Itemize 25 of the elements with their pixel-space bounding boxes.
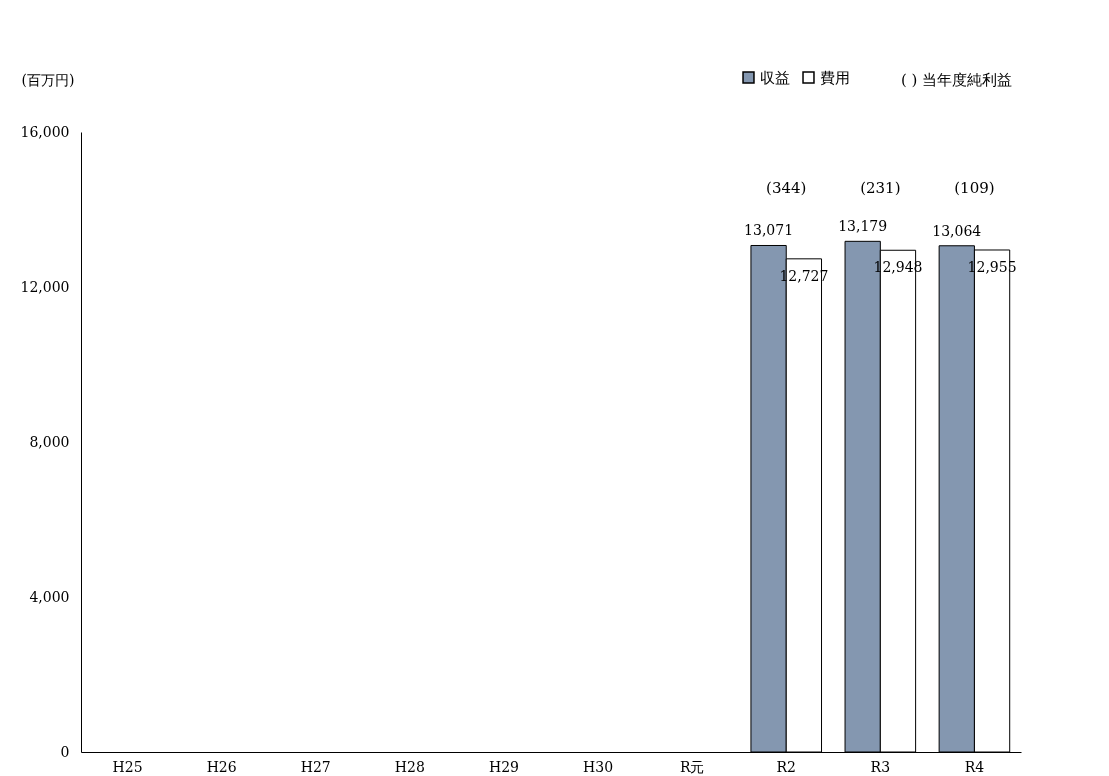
y-tick-label: 0 <box>60 743 70 760</box>
x-tick-label: H25 <box>112 758 143 775</box>
y-tick-label: 4,000 <box>29 588 70 605</box>
x-tick-label: H28 <box>394 758 425 775</box>
annotation: (109) <box>954 178 995 197</box>
annotation: (344) <box>766 178 807 197</box>
x-tick-label: R4 <box>964 758 985 775</box>
y-tick-label: 16,000 <box>20 123 70 140</box>
y-tick-label: 12,000 <box>20 278 70 295</box>
x-tick-label: H30 <box>583 758 614 775</box>
legend-label: 収益 <box>760 68 790 87</box>
data-label: 13,064 <box>932 222 982 239</box>
x-tick-label: R2 <box>776 758 796 775</box>
text: ( ) 当年度純利益 <box>901 71 1013 89</box>
data-label: 13,071 <box>744 222 794 239</box>
y-axis-title: (百万円) <box>21 71 75 88</box>
x-tick-label: H29 <box>488 758 519 775</box>
x-tick-label: H27 <box>300 758 331 775</box>
x-tick-label: R3 <box>870 758 891 775</box>
x-tick-label: H26 <box>206 758 237 775</box>
y-tick-label: 8,000 <box>29 433 70 450</box>
data-label: 13,179 <box>838 218 888 235</box>
annotation: (231) <box>860 178 901 197</box>
x-tick-label: R元 <box>679 758 705 775</box>
legend-label: 費用 <box>820 68 850 87</box>
